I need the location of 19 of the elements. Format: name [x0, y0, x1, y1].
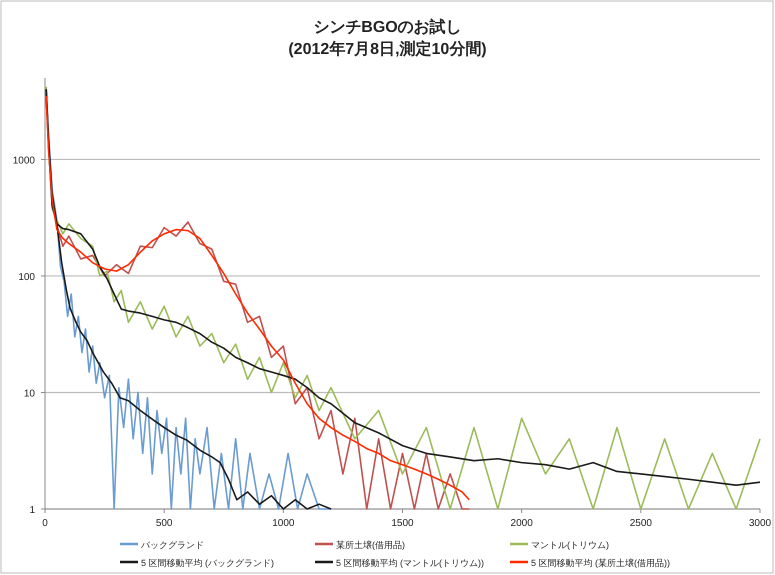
x-tick-label: 1500	[391, 518, 414, 529]
x-tick-label: 1000	[272, 518, 295, 529]
legend-label: 5 区間移動平均 (バックグランド)	[141, 558, 274, 568]
legend-label: マントル(トリウム)	[531, 540, 609, 550]
x-tick-label: 2500	[630, 518, 652, 529]
chart-subtitle: (2012年7月8日,測定10分間)	[288, 40, 487, 58]
legend-label: 5 区間移動平均 (マントル(トリウム))	[336, 558, 484, 568]
legend-label: バックグランド	[140, 540, 204, 550]
y-tick-label: 1000	[12, 155, 36, 166]
y-tick-label: 10	[24, 388, 36, 400]
x-tick-label: 2000	[510, 518, 534, 529]
legend-label: 某所土壌(借用品)	[336, 540, 405, 550]
y-tick-label: 100	[18, 272, 36, 283]
x-tick-label: 0	[42, 518, 48, 529]
y-tick-label: 1	[29, 505, 36, 516]
x-tick-label: 500	[156, 518, 173, 529]
chart-title: シンチBGOのお試し	[313, 18, 462, 36]
legend-label: 5 区間移動平均 (某所土壌(借用品))	[531, 558, 670, 568]
x-tick-label: 3000	[748, 518, 772, 529]
